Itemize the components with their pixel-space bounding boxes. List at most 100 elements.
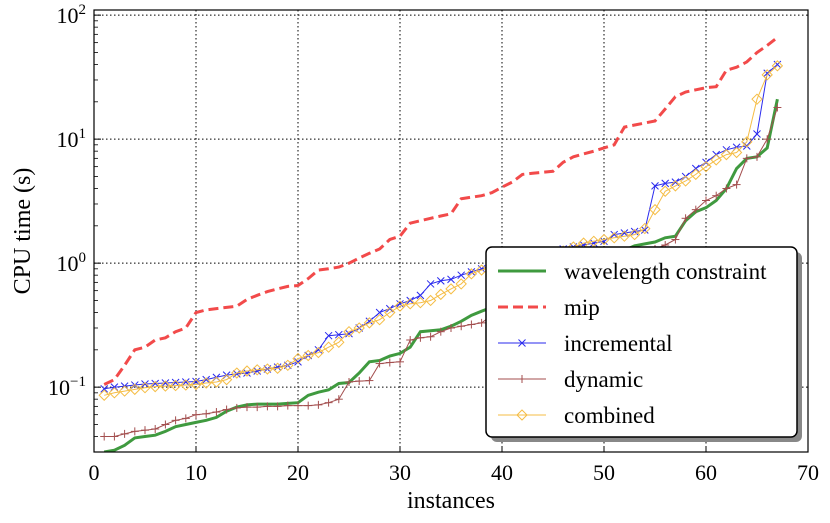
- marker-x: [171, 378, 180, 387]
- marker-x: [436, 276, 445, 285]
- marker-plus: [130, 427, 139, 436]
- marker-diamond: [292, 352, 304, 365]
- marker-x: [773, 60, 782, 69]
- marker-diamond: [251, 364, 263, 376]
- legend-entry: combined: [498, 403, 655, 428]
- marker-x: [406, 296, 415, 305]
- x-tick-label: 60: [695, 460, 717, 485]
- marker-diamond: [761, 69, 773, 81]
- marker-x: [457, 271, 466, 280]
- series-mip: [103, 36, 779, 386]
- marker-diamond: [700, 160, 712, 173]
- marker-diamond: [129, 383, 141, 396]
- y-tick-label: 101: [57, 126, 87, 152]
- marker-diamond: [200, 377, 212, 389]
- x-tick-label: 30: [389, 460, 411, 485]
- marker-plus: [212, 408, 221, 417]
- y-tick-exponent: 0: [79, 250, 87, 266]
- marker-plus: [691, 205, 700, 214]
- marker-diamond: [118, 385, 131, 397]
- marker-x: [314, 345, 323, 354]
- marker-plus: [722, 184, 731, 193]
- legend-entry: incremental: [498, 331, 673, 356]
- marker-diamond: [649, 203, 661, 216]
- marker-diamond: [312, 346, 325, 359]
- marker-plus: [141, 426, 149, 435]
- marker-x: [334, 330, 343, 339]
- x-axis-label: instances: [407, 488, 495, 514]
- legend-label: dynamic: [564, 367, 643, 392]
- marker-diamond: [618, 230, 631, 242]
- y-tick-base: 10: [57, 251, 79, 276]
- marker-diamond: [710, 154, 722, 166]
- marker-diamond: [108, 387, 121, 399]
- marker-plus: [232, 403, 241, 412]
- marker-x: [161, 379, 170, 387]
- marker-diamond: [149, 380, 161, 393]
- y-tick-label: 102: [57, 2, 87, 28]
- legend-label: wavelength constraint: [564, 259, 767, 284]
- marker-plus: [702, 196, 710, 205]
- marker-diamond: [475, 264, 488, 276]
- x-tick-label: 20: [287, 460, 309, 485]
- x-tick-label: 40: [491, 460, 513, 485]
- marker-diamond: [210, 376, 223, 388]
- marker-x: [141, 380, 149, 388]
- marker-plus: [253, 403, 262, 412]
- marker-plus: [161, 420, 170, 429]
- series-line: [104, 65, 778, 396]
- y-tick-exponent: 2: [79, 2, 87, 18]
- marker-x: [518, 339, 526, 347]
- marker-diamond: [302, 349, 314, 362]
- marker-diamond: [741, 136, 753, 148]
- marker-plus: [385, 358, 394, 367]
- legend-entry: dynamic: [498, 367, 643, 392]
- marker-diamond: [261, 363, 274, 375]
- marker-diamond: [343, 326, 355, 338]
- marker-plus: [518, 375, 526, 383]
- marker-plus: [314, 400, 323, 409]
- legend-entry: wavelength constraint: [498, 259, 767, 284]
- marker-diamond: [373, 313, 386, 326]
- marker-diamond: [404, 298, 416, 310]
- marker-plus: [222, 405, 231, 414]
- marker-plus: [355, 377, 364, 386]
- marker-x: [253, 367, 262, 375]
- legend-entry: mip: [498, 295, 600, 320]
- marker-diamond: [241, 365, 253, 377]
- marker-diamond: [751, 93, 763, 105]
- marker-diamond: [159, 380, 172, 392]
- marker-diamond: [516, 409, 528, 421]
- marker-plus: [151, 424, 160, 433]
- marker-plus: [742, 154, 751, 163]
- marker-diamond: [679, 175, 692, 187]
- marker-plus: [192, 410, 200, 419]
- marker-diamond: [659, 185, 671, 197]
- marker-plus: [436, 327, 445, 336]
- marker-plus: [375, 359, 384, 368]
- marker-diamond: [598, 233, 610, 246]
- marker-diamond: [424, 294, 437, 307]
- marker-plus: [406, 336, 415, 345]
- marker-x: [630, 227, 639, 236]
- marker-diamond: [608, 232, 620, 244]
- marker-diamond: [363, 317, 376, 329]
- legend: wavelength constraint mip incremental dynam…: [485, 246, 802, 442]
- marker-plus: [712, 191, 721, 200]
- marker-x: [202, 375, 211, 384]
- x-tick-label: 10: [185, 460, 207, 485]
- marker-diamond: [220, 373, 233, 386]
- marker-plus: [447, 323, 455, 332]
- marker-plus: [324, 398, 333, 407]
- marker-x: [763, 69, 772, 78]
- y-tick-exponent: −1: [70, 374, 86, 390]
- marker-plus: [181, 414, 190, 423]
- marker-plus: [120, 429, 129, 438]
- marker-x: [610, 230, 619, 239]
- marker-plus: [457, 322, 466, 331]
- marker-x: [181, 378, 190, 386]
- marker-x: [447, 275, 455, 284]
- y-tick-label: 10−1: [48, 374, 86, 400]
- marker-x: [416, 291, 425, 300]
